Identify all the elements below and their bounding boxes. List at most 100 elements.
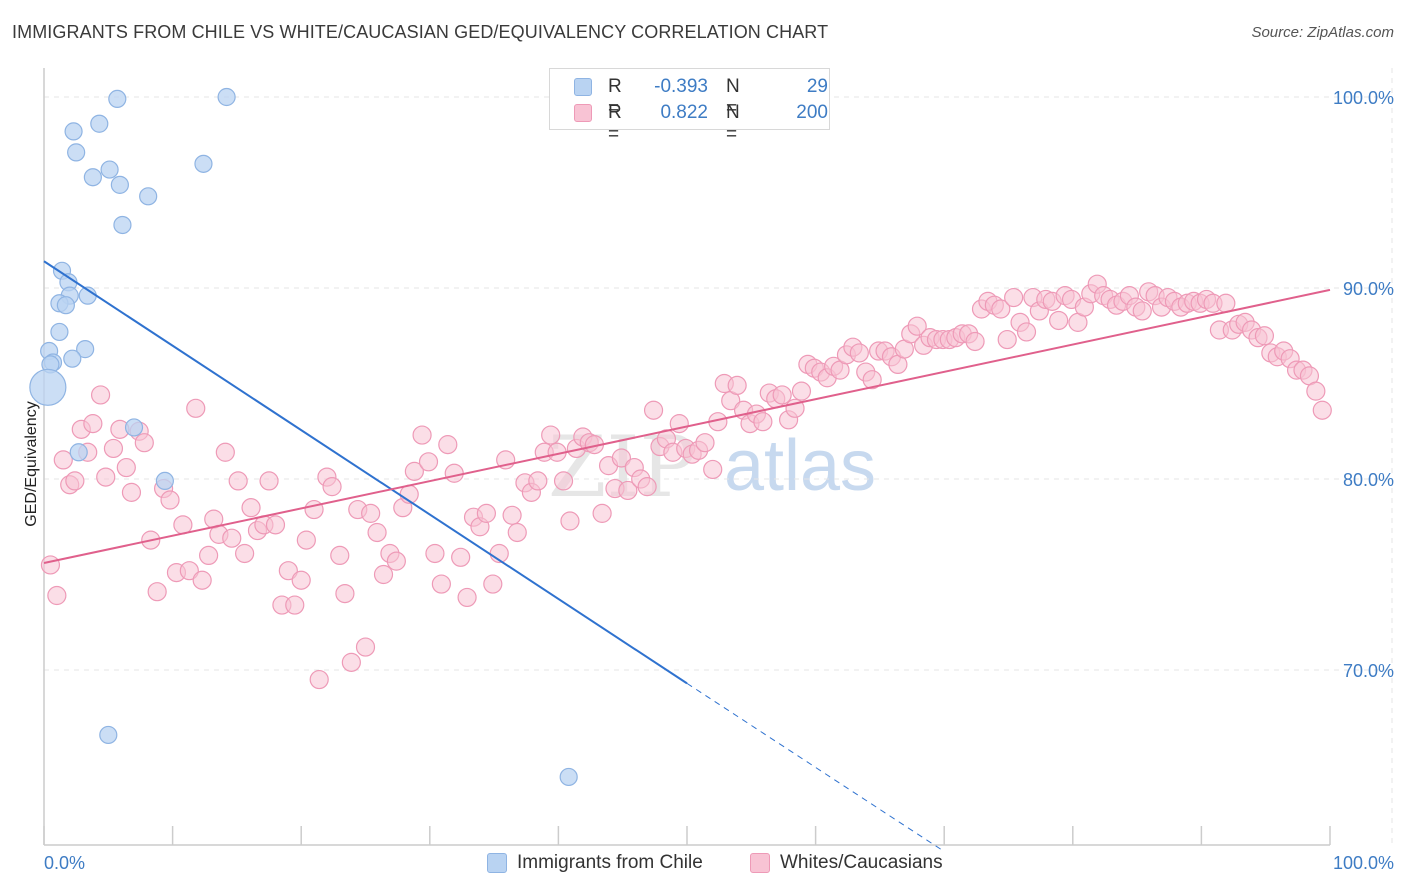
whites-caucasians-point — [553, 471, 574, 491]
immigrants-from-chile-point — [194, 154, 213, 173]
whites-caucasians-point — [1016, 322, 1037, 342]
immigrants-from-chile-point — [67, 143, 86, 162]
immigrants-from-chile-point — [69, 443, 88, 462]
immigrants-from-chile-point — [139, 187, 158, 206]
immigrants-from-chile-point — [99, 725, 118, 745]
immigrants-from-chile-point — [64, 122, 83, 141]
whites-caucasians-point — [483, 574, 503, 594]
whites-caucasians-point — [444, 463, 464, 483]
whites-caucasians-point — [1004, 287, 1024, 308]
whites-caucasians-point — [309, 669, 329, 690]
legend-n-label: N = — [726, 76, 740, 119]
immigrants-from-chile-point — [559, 767, 578, 787]
whites-caucasians-point — [1306, 381, 1326, 401]
whites-caucasians-point — [431, 574, 451, 594]
tick-labels: 70.0% 80.0% 90.0% 100.0% 0.0% 100.0% — [44, 88, 1394, 873]
legend-swatch-pink — [574, 104, 592, 122]
whites-caucasians-point — [1132, 301, 1152, 321]
whites-caucasians-point — [386, 551, 406, 571]
whites-caucasians-point — [560, 511, 580, 531]
whites-caucasians-point — [134, 433, 154, 453]
whites-caucasians-point — [1049, 310, 1069, 331]
legend-label-chile: Immigrants from Chile — [517, 852, 703, 873]
y-tick-label: 100.0% — [1333, 88, 1394, 108]
whites-caucasians-point — [611, 448, 632, 468]
immigrants-from-chile-point — [124, 418, 144, 437]
legend-swatch-pink — [750, 853, 770, 873]
immigrants-from-chile-point — [217, 87, 236, 107]
whites-caucasians-point — [367, 522, 387, 543]
whites-caucasians-point — [65, 471, 85, 491]
watermark-atlas: atlas — [724, 426, 876, 506]
whites-caucasians-point — [727, 375, 747, 396]
whites-caucasians-point — [186, 398, 206, 418]
whites-caucasians-point — [215, 442, 235, 462]
chile-trend-extension — [686, 682, 945, 852]
legend-n-value: 200 — [796, 102, 828, 123]
whites-caucasians-point — [849, 343, 869, 363]
whites-caucasians-point — [330, 545, 350, 566]
legend-r-label: R = — [608, 102, 622, 145]
whites-caucasians-point — [173, 515, 193, 535]
trend-lines — [43, 260, 1331, 852]
whites-caucasians-point — [753, 412, 773, 432]
y-axis-label: GED/Equivalency — [23, 401, 40, 526]
legend-swatch-blue — [487, 853, 507, 873]
whites-caucasians-point — [53, 450, 73, 470]
whites-caucasians-point — [528, 471, 548, 491]
whites-caucasians-point — [40, 555, 61, 575]
whites-caucasians-point — [541, 425, 561, 445]
whites-caucasians-point — [278, 561, 298, 581]
whites-caucasians-point — [228, 471, 248, 491]
whites-caucasians-point — [285, 595, 305, 615]
whites-caucasians-point — [341, 652, 361, 672]
whites-caucasians-point — [643, 400, 664, 420]
whites-caucasians-point — [457, 587, 477, 608]
immigrants-from-chile-point — [90, 114, 109, 133]
series-legend: Immigrants from Chile Whites/Caucasians — [0, 851, 1406, 877]
whites-caucasians-point — [192, 570, 212, 590]
whites-caucasians-point — [116, 457, 136, 478]
whites-caucasians-point — [160, 490, 180, 510]
whites-caucasians-point — [103, 438, 124, 459]
whites-caucasians-point — [637, 477, 657, 497]
whites-caucasians-point — [451, 547, 471, 567]
whites-caucasians-point — [1216, 293, 1236, 313]
whites-caucasians-point — [179, 561, 199, 581]
whites-caucasians-point — [265, 515, 286, 535]
whites-caucasians-point — [235, 543, 255, 564]
immigrants-from-chile-point — [100, 160, 119, 179]
y-tick-label: 70.0% — [1343, 661, 1394, 681]
immigrants-from-chile-point — [110, 175, 129, 194]
whites-caucasians-point — [222, 528, 242, 548]
x-tick-label: 0.0% — [44, 853, 85, 873]
whites-caucasians-point — [618, 480, 638, 501]
chile-trend-line — [43, 260, 688, 685]
y-tick-label: 80.0% — [1343, 470, 1394, 490]
whites-caucasians-point — [695, 433, 715, 453]
whites-caucasians-point — [965, 331, 985, 352]
whites-caucasians-point — [772, 385, 792, 405]
whites-caucasians-point — [241, 498, 261, 518]
axes — [43, 68, 1331, 846]
immigrants-from-chile-point — [29, 368, 67, 406]
legend-label-whites: Whites/Caucasians — [780, 852, 943, 873]
whites-caucasians-point — [991, 299, 1011, 319]
whites-caucasians-point — [862, 370, 882, 390]
immigrants-from-chile-point — [50, 322, 69, 342]
whites-caucasians-point — [47, 585, 67, 606]
whites-caucasians-point — [355, 637, 376, 657]
legend-swatch-blue — [574, 78, 592, 96]
immigrants-from-chile-point — [56, 296, 75, 315]
immigrants-from-chile-points — [29, 87, 578, 787]
whites-caucasians-point — [412, 425, 432, 445]
x-tick-label: 100.0% — [1333, 853, 1394, 873]
whites-caucasians-points — [40, 274, 1332, 690]
legend-r-value: 0.822 — [660, 102, 708, 123]
whites-caucasians-point — [291, 570, 311, 590]
whites-trend-line — [43, 288, 1331, 565]
whites-caucasians-point — [592, 503, 612, 523]
whites-caucasians-point — [502, 505, 522, 525]
whites-caucasians-point — [90, 385, 111, 405]
